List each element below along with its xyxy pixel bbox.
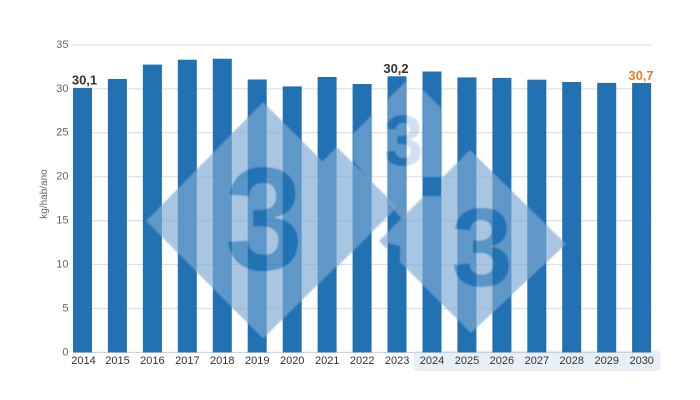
svg-text:20: 20 — [56, 171, 68, 183]
svg-text:30,2: 30,2 — [383, 61, 408, 76]
svg-text:35: 35 — [56, 39, 68, 51]
svg-text:2020: 2020 — [280, 355, 304, 367]
svg-text:5: 5 — [62, 303, 68, 315]
svg-text:0: 0 — [62, 346, 68, 358]
svg-text:2019: 2019 — [245, 355, 269, 367]
svg-text:2029: 2029 — [595, 355, 619, 367]
svg-text:2016: 2016 — [140, 355, 164, 367]
svg-text:2027: 2027 — [525, 355, 549, 367]
svg-text:kg/hab/ano: kg/hab/ano — [39, 169, 50, 219]
svg-text:2030: 2030 — [629, 355, 653, 367]
svg-text:2025: 2025 — [455, 355, 479, 367]
svg-text:2018: 2018 — [210, 355, 234, 367]
svg-text:10: 10 — [56, 259, 68, 271]
svg-text:2026: 2026 — [490, 355, 514, 367]
svg-text:15: 15 — [56, 215, 68, 227]
svg-text:30,7: 30,7 — [628, 68, 653, 83]
svg-text:3: 3 — [225, 138, 303, 302]
svg-text:2021: 2021 — [315, 355, 339, 367]
svg-text:2015: 2015 — [105, 355, 129, 367]
svg-text:2022: 2022 — [350, 355, 374, 367]
svg-text:30,1: 30,1 — [72, 73, 97, 88]
svg-text:2028: 2028 — [560, 355, 584, 367]
svg-text:2023: 2023 — [385, 355, 409, 367]
svg-text:25: 25 — [56, 127, 68, 139]
svg-text:2014: 2014 — [71, 355, 95, 367]
svg-text:2017: 2017 — [175, 355, 199, 367]
svg-text:2024: 2024 — [420, 355, 444, 367]
svg-text:30: 30 — [56, 83, 68, 95]
svg-text:3: 3 — [451, 186, 513, 310]
